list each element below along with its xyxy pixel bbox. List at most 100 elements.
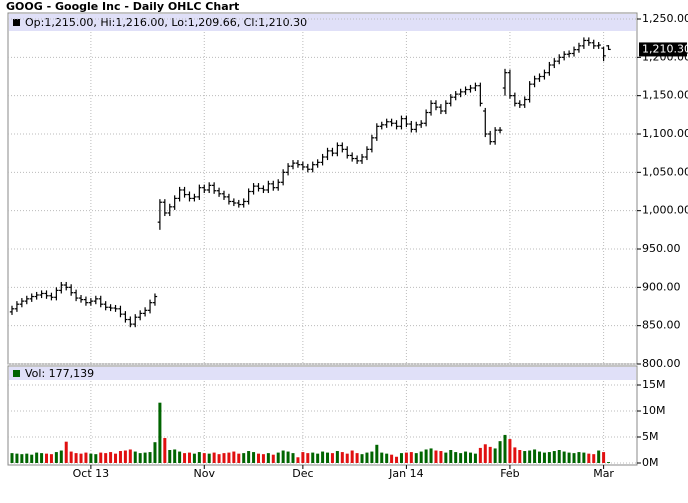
volume-bar: [547, 452, 551, 463]
volume-bar: [257, 453, 260, 463]
volume-bar: [158, 402, 162, 463]
volume-bar: [592, 454, 596, 463]
y-tick-label: 800.00: [642, 357, 681, 370]
volume-bar: [380, 452, 384, 463]
volume-bar: [94, 454, 98, 463]
y-tick-label: 850.00: [642, 319, 681, 332]
volume-bar: [232, 451, 236, 463]
x-tick-label: Nov: [194, 467, 216, 480]
volume-bar: [360, 454, 364, 463]
volume-bar: [281, 450, 285, 463]
volume-bar: [306, 453, 310, 463]
volume-bar: [572, 453, 576, 463]
volume-panel: [7, 365, 638, 466]
volume-bar: [464, 451, 468, 463]
price-header: [9, 14, 636, 31]
volume-bar: [552, 451, 556, 463]
volume-bar: [483, 444, 487, 463]
last-price-label: 1,210.30: [642, 42, 688, 55]
y-tick-label: 15M: [642, 378, 666, 391]
volume-bar: [266, 453, 270, 463]
volume-bar: [518, 450, 522, 463]
volume-bar: [197, 452, 201, 463]
volume-bar: [143, 452, 147, 463]
volume-bar: [459, 453, 463, 463]
volume-bar: [523, 451, 527, 463]
volume-bar: [390, 454, 394, 463]
volume-legend: Vol: 177,139: [25, 367, 94, 380]
legend-swatch: [13, 370, 20, 377]
volume-bar: [330, 453, 334, 463]
price-panel: [7, 12, 638, 365]
volume-bar: [187, 452, 191, 463]
volume-bar: [247, 451, 251, 463]
volume-bar: [478, 447, 482, 463]
volume-bar: [10, 453, 14, 463]
volume-bar: [192, 453, 196, 463]
volume-bar: [54, 452, 58, 463]
volume-bar: [291, 453, 295, 463]
volume-bar: [542, 452, 546, 463]
last-price-tag: [639, 42, 687, 57]
volume-bar: [404, 452, 408, 463]
volume-bar: [429, 448, 433, 463]
volume-bar: [567, 452, 571, 463]
y-tick-label: 5M: [642, 430, 659, 443]
volume-bar: [350, 450, 354, 463]
volume-bar: [74, 453, 78, 463]
volume-bar: [533, 449, 537, 463]
legend-swatch: [13, 19, 20, 26]
volume-bar: [375, 444, 379, 463]
volume-bar: [296, 457, 300, 463]
volume-bar: [439, 451, 443, 463]
volume-bar: [252, 452, 256, 463]
volume-bar: [173, 449, 177, 463]
volume-bar: [64, 441, 68, 463]
volume-bar: [183, 453, 187, 463]
x-tick-label: Oct 13: [73, 467, 110, 480]
volume-bar: [587, 453, 591, 463]
volume-bar: [385, 453, 389, 463]
volume-bar: [40, 453, 44, 463]
volume-bar: [114, 453, 118, 463]
volume-bar: [212, 452, 216, 463]
volume-bar: [562, 451, 566, 463]
volume-bar: [202, 453, 206, 463]
volume-bar: [163, 438, 167, 463]
volume-bar: [444, 452, 448, 463]
volume-bar: [133, 451, 137, 463]
volume-bar: [370, 451, 374, 463]
volume-bar: [498, 441, 502, 463]
volume-bar: [449, 450, 453, 463]
x-tick-label: Mar: [593, 467, 614, 480]
volume-bar: [222, 453, 226, 463]
volume-bar: [153, 442, 157, 463]
volume-bar: [597, 450, 601, 463]
volume-bar: [607, 462, 611, 463]
volume-bar: [414, 453, 418, 463]
volume-bar: [395, 456, 399, 463]
y-tick-label: 900.00: [642, 280, 681, 293]
volume-bar: [503, 434, 507, 463]
volume-bar: [261, 454, 265, 463]
volume-bar: [513, 447, 517, 463]
volume-bar: [434, 450, 438, 463]
volume-bar: [118, 451, 122, 463]
volume-bar: [69, 451, 73, 463]
y-tick-label: 1,150.00: [642, 89, 688, 102]
volume-bar: [345, 453, 349, 463]
x-tick-label: Feb: [500, 467, 519, 480]
y-tick-label: 1,000.00: [642, 204, 688, 217]
volume-bar: [473, 453, 477, 463]
volume-bar: [493, 448, 497, 463]
y-tick-label: 1,100.00: [642, 127, 688, 140]
volume-bar: [109, 452, 113, 463]
volume-bar: [335, 451, 339, 463]
volume-bar: [123, 450, 127, 463]
volume-bar: [286, 451, 290, 463]
volume-bar: [340, 452, 344, 463]
volume-bar: [419, 451, 423, 463]
volume-bar: [557, 450, 561, 463]
x-tick-label: Dec: [292, 467, 313, 480]
y-tick-label: 10M: [642, 404, 666, 417]
